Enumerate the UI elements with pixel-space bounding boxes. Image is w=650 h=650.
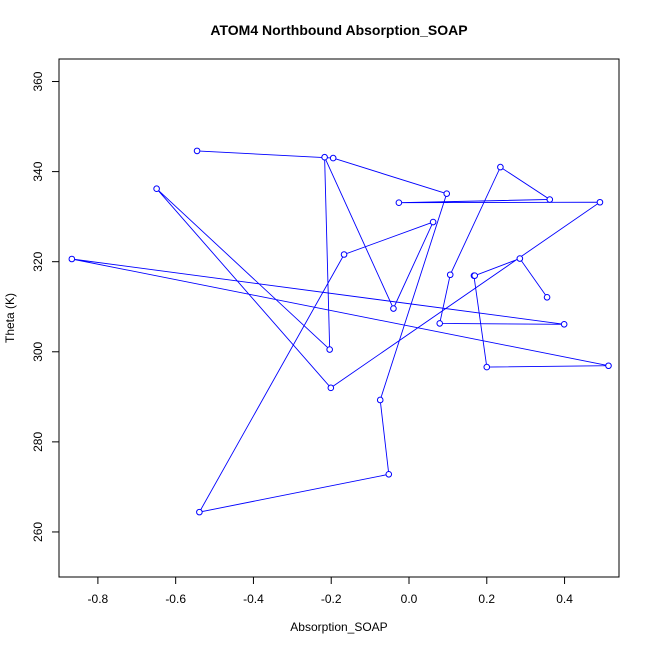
series-layer xyxy=(68,147,612,516)
data-point xyxy=(516,255,524,262)
data-point xyxy=(560,321,568,328)
data-point xyxy=(326,346,333,353)
data-point xyxy=(483,363,491,371)
data-point xyxy=(497,163,504,171)
y-tick-label: 300 xyxy=(31,341,45,361)
data-point xyxy=(376,396,384,404)
data-point xyxy=(471,272,479,279)
y-tick-label: 320 xyxy=(31,251,45,271)
data-point xyxy=(596,198,604,206)
data-point xyxy=(153,185,160,193)
data-point xyxy=(436,320,444,327)
x-tick-label: -0.6 xyxy=(165,592,186,606)
y-tick-label: 260 xyxy=(31,522,45,542)
data-point xyxy=(321,153,328,161)
y-axis: 260 280 300 320 340 360 xyxy=(31,71,60,542)
data-point xyxy=(68,255,76,263)
data-point xyxy=(329,154,337,162)
chart-title: ATOM4 Northbound Absorption_SOAP xyxy=(210,22,467,38)
data-point xyxy=(443,190,451,197)
data-point xyxy=(395,199,403,206)
data-point xyxy=(429,218,437,226)
y-tick-label: 340 xyxy=(31,161,45,181)
y-tick-label: 360 xyxy=(31,71,45,91)
data-point xyxy=(196,508,203,516)
data-point xyxy=(543,293,551,301)
data-point xyxy=(605,362,612,370)
data-point xyxy=(327,384,335,392)
x-tick-label: -0.4 xyxy=(243,592,264,606)
data-point xyxy=(446,271,454,279)
y-tick-label: 280 xyxy=(31,432,45,452)
data-point xyxy=(390,305,397,312)
data-point xyxy=(193,147,201,155)
x-axis-label: Absorption_SOAP xyxy=(290,620,387,634)
data-point xyxy=(340,251,348,258)
x-tick-label: -0.2 xyxy=(321,592,342,606)
data-point xyxy=(385,471,393,478)
x-tick-label: 0.0 xyxy=(401,592,418,606)
y-axis-label: Theta (K) xyxy=(3,293,17,343)
x-tick-label: -0.8 xyxy=(88,592,109,606)
x-tick-label: 0.2 xyxy=(478,592,495,606)
x-axis: -0.8 -0.6 -0.4 -0.2 0.0 0.2 0.4 xyxy=(88,576,573,606)
data-point xyxy=(546,196,554,203)
x-tick-label: 0.4 xyxy=(556,592,573,606)
